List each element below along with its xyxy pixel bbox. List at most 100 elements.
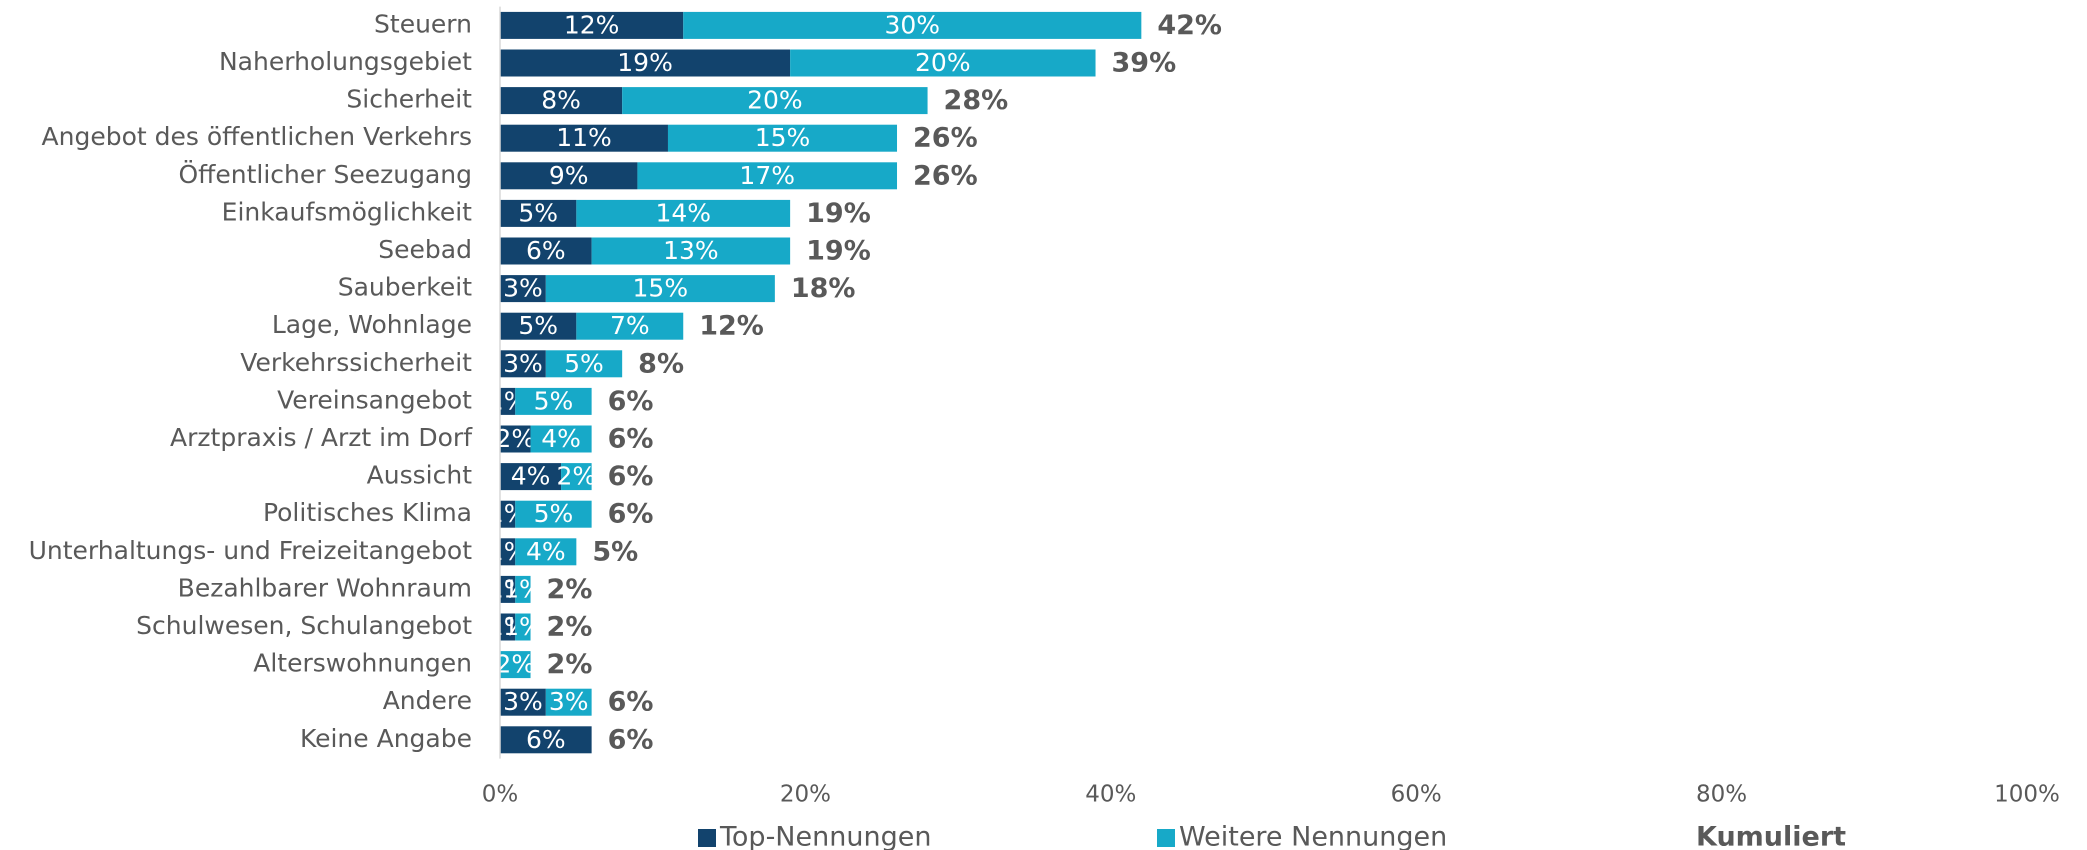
segment-label: 17% bbox=[739, 161, 795, 190]
bar-segment bbox=[500, 425, 531, 453]
segment-label: 1% bbox=[503, 612, 543, 641]
total-label: 12% bbox=[699, 311, 764, 342]
bar-segment bbox=[683, 11, 1142, 39]
category-label: Bezahlbarer Wohnraum bbox=[178, 573, 472, 602]
bar-segment bbox=[500, 350, 546, 378]
segment-label: 20% bbox=[747, 86, 803, 115]
total-label: 2% bbox=[547, 612, 593, 643]
category-label: Verkehrssicherheit bbox=[240, 348, 472, 377]
segment-label: 14% bbox=[655, 198, 711, 227]
total-label: 19% bbox=[806, 236, 871, 267]
x-tick-label: 60% bbox=[1391, 782, 1442, 808]
segment-label: 8% bbox=[541, 86, 581, 115]
x-tick-label: 0% bbox=[482, 782, 519, 808]
segment-label: 9% bbox=[549, 161, 589, 190]
bar-segment bbox=[515, 575, 531, 603]
category-label: Alterswohnungen bbox=[253, 649, 472, 678]
segment-label: 6% bbox=[526, 725, 566, 754]
segment-label: 4% bbox=[526, 537, 566, 566]
total-label: 18% bbox=[791, 273, 856, 304]
total-label: 39% bbox=[1112, 48, 1177, 79]
legend-label: Top-Nennungen bbox=[719, 822, 931, 850]
bar-segment bbox=[500, 500, 516, 528]
bar-segment bbox=[790, 49, 1096, 77]
bar-segment bbox=[561, 463, 592, 491]
segment-label: 15% bbox=[755, 123, 811, 152]
segment-label: 5% bbox=[534, 386, 574, 415]
category-label: Keine Angabe bbox=[300, 724, 472, 753]
segment-label: 3% bbox=[549, 687, 589, 716]
bar-segment bbox=[500, 726, 592, 754]
total-label: 5% bbox=[592, 536, 638, 567]
segment-label: 4% bbox=[511, 462, 551, 491]
segment-label: 6% bbox=[526, 236, 566, 265]
bar-segment bbox=[500, 387, 516, 415]
bar-segment bbox=[515, 387, 592, 415]
bar-segment bbox=[500, 575, 516, 603]
total-label: 6% bbox=[608, 687, 654, 718]
legend-swatch bbox=[1157, 829, 1175, 847]
total-label: 2% bbox=[547, 574, 593, 605]
bar-segment bbox=[500, 688, 546, 716]
total-label: 6% bbox=[608, 724, 654, 755]
segment-label: 5% bbox=[518, 311, 558, 340]
total-label: 6% bbox=[608, 499, 654, 530]
category-label: Politisches Klima bbox=[263, 498, 472, 527]
bar-segment bbox=[637, 162, 898, 190]
bar-segment bbox=[500, 199, 577, 227]
category-label: Naherholungsgebiet bbox=[219, 47, 472, 76]
segment-label: 2% bbox=[557, 462, 597, 491]
segment-label: 3% bbox=[503, 687, 543, 716]
segment-label: 20% bbox=[915, 48, 971, 77]
bar-segment bbox=[576, 312, 684, 340]
category-label: Aussicht bbox=[367, 461, 473, 490]
total-label: 26% bbox=[913, 123, 978, 154]
category-label: Angebot des öffentlichen Verkehrs bbox=[42, 122, 472, 151]
legend-label: Kumuliert bbox=[1696, 822, 1846, 850]
bar-segment bbox=[667, 124, 898, 152]
bar-segment bbox=[500, 11, 684, 39]
bar-segment bbox=[500, 538, 516, 566]
category-label: Unterhaltungs- und Freizeitangebot bbox=[29, 536, 473, 565]
legend-label: Weitere Nennungen bbox=[1179, 822, 1447, 850]
category-label: Seebad bbox=[378, 235, 472, 264]
bar-segment bbox=[500, 312, 577, 340]
total-label: 42% bbox=[1157, 10, 1222, 41]
total-label: 26% bbox=[913, 160, 978, 191]
x-tick-label: 100% bbox=[1994, 782, 2060, 808]
segment-label: 2% bbox=[495, 424, 535, 453]
total-label: 2% bbox=[547, 649, 593, 680]
bar-segment bbox=[500, 124, 668, 152]
segment-label: 5% bbox=[534, 499, 574, 528]
category-label: Lage, Wohnlage bbox=[272, 310, 472, 339]
legend-swatch bbox=[698, 829, 716, 847]
category-label: Arztpraxis / Arzt im Dorf bbox=[170, 423, 473, 452]
x-tick-label: 20% bbox=[780, 782, 831, 808]
bar-segment bbox=[500, 162, 638, 190]
bar-segment bbox=[500, 275, 546, 303]
total-label: 6% bbox=[608, 424, 654, 455]
segment-label: 1% bbox=[503, 574, 543, 603]
total-label: 6% bbox=[608, 461, 654, 492]
segment-label: 3% bbox=[503, 349, 543, 378]
bar-segment bbox=[530, 425, 592, 453]
category-label: Öffentlicher Seezugang bbox=[178, 160, 472, 189]
category-label: Andere bbox=[383, 686, 472, 715]
bar-segment bbox=[515, 538, 577, 566]
bar-segment bbox=[576, 199, 791, 227]
bar-segment bbox=[622, 87, 928, 115]
x-tick-label: 80% bbox=[1696, 782, 1747, 808]
total-label: 19% bbox=[806, 198, 871, 229]
segment-label: 4% bbox=[541, 424, 581, 453]
bar-segment bbox=[545, 275, 775, 303]
category-label: Steuern bbox=[374, 9, 472, 38]
category-label: Sicherheit bbox=[346, 85, 472, 114]
category-label: Sauberkeit bbox=[338, 273, 472, 302]
x-tick-label: 40% bbox=[1085, 782, 1136, 808]
segment-label: 30% bbox=[885, 10, 941, 39]
category-label: Schulwesen, Schulangebot bbox=[136, 611, 472, 640]
segment-label: 5% bbox=[518, 198, 558, 227]
bar-segment bbox=[500, 87, 623, 115]
segment-label: 11% bbox=[556, 123, 612, 152]
